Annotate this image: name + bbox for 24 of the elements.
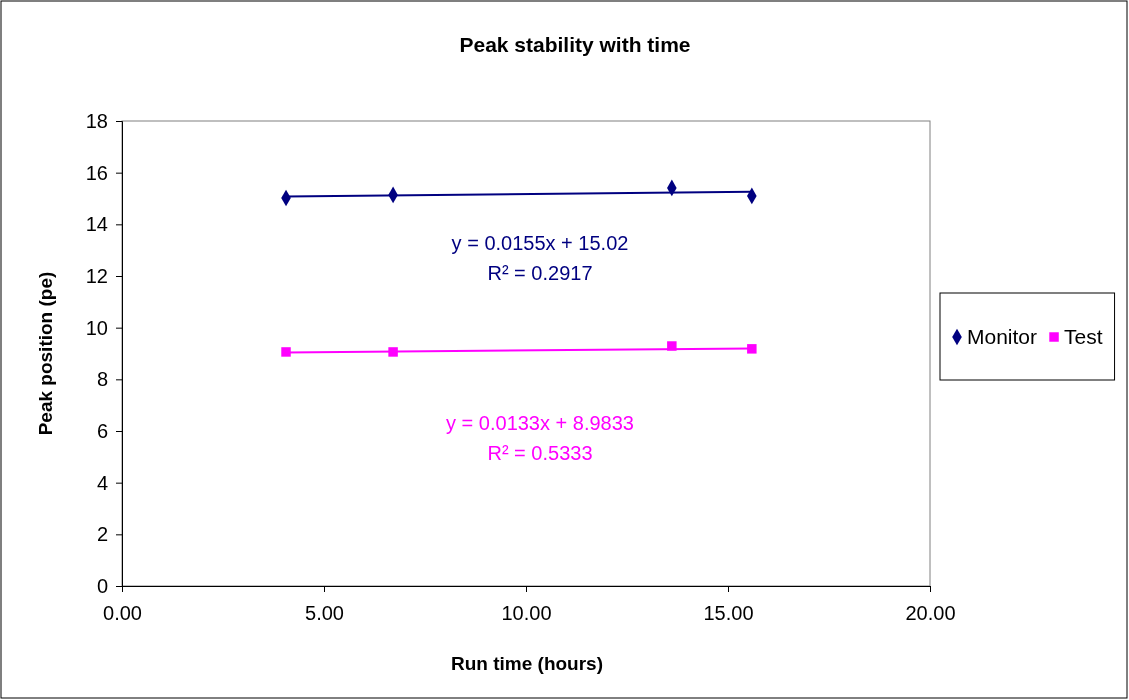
y-tick-label: 0 [96,574,108,597]
legend-label: Test [1064,325,1103,348]
chart-title: Peak stability with time [459,33,691,56]
annotation: y = 0.0155x + 15.02 R² = 0.2917 [451,232,629,284]
x-tick-label: 10.00 [501,602,552,625]
y-tick-label: 10 [85,316,108,339]
y-axis-title: Peak position (pe) [35,271,56,436]
x-tick-label: 0.00 [103,602,142,625]
y-tick-label: 8 [96,368,108,391]
y-tick-label: 2 [96,523,108,546]
y-tick-label: 16 [85,161,108,184]
point [747,344,757,354]
x-tick-label: 15.00 [703,602,754,625]
annotation: y = 0.0133x + 8.9833 R² = 0.5333 [446,412,634,464]
y-tick-label: 14 [85,213,108,236]
y-tick-label: 12 [85,264,108,287]
y-tick-label: 18 [85,109,108,132]
x-axis-title: Run time (hours) [451,653,603,674]
legend-label: Monitor [967,325,1038,348]
x-tick-label: 20.00 [905,602,956,625]
x-tick-label: 5.00 [305,602,344,625]
y-tick-label: 6 [96,419,108,442]
y-tick-label: 4 [96,471,108,494]
point [281,347,291,357]
